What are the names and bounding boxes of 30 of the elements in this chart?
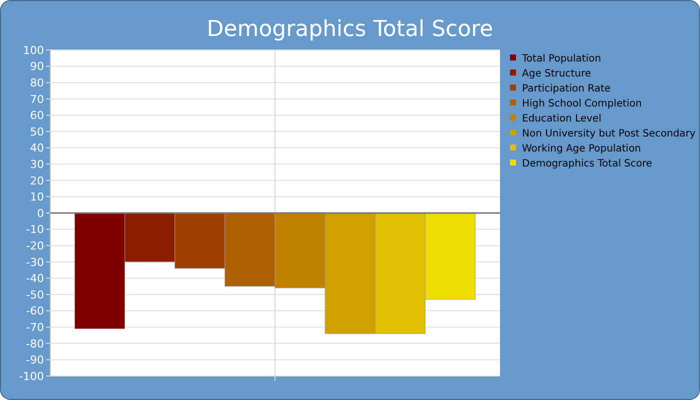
y-tick-label: -50 (26, 288, 44, 302)
legend-label: High School Completion (522, 98, 642, 110)
y-tick-label: 80 (30, 76, 44, 90)
legend-label: Participation Rate (522, 84, 611, 94)
legend-label: Working Age Population (522, 144, 642, 154)
y-tick-label: 10 (30, 190, 44, 204)
y-tick-label: 70 (30, 92, 44, 106)
y-tick-label: -40 (26, 272, 44, 286)
y-tick-label: -70 (26, 320, 44, 334)
legend-label: Age Structure (522, 68, 592, 80)
y-tick-label: -80 (26, 337, 44, 350)
y-tick-label: 90 (30, 60, 44, 74)
legend-label: Total Population (521, 54, 602, 64)
y-tick-label: 40 (30, 142, 44, 155)
legend-label: Demographics Total Score (522, 158, 652, 170)
y-tick-label: -60 (26, 304, 44, 318)
legend-label: Education Level (522, 114, 602, 124)
y-tick-label: 20 (30, 174, 44, 188)
y-tick-label: 50 (30, 125, 44, 138)
y-tick-label: 100 (23, 44, 44, 57)
y-tick-label: -30 (26, 256, 44, 269)
y-tick-label: -90 (26, 354, 44, 367)
legend-label: Non University but Post Secondary (522, 128, 696, 140)
y-tick-label: -100 (19, 370, 44, 383)
y-tick-label: -10 (26, 223, 44, 236)
y-tick-label: 60 (30, 109, 44, 122)
y-tick-label: 30 (30, 158, 44, 171)
y-tick-label: -20 (26, 239, 44, 252)
chart-title: Demographics Total Score (206, 17, 494, 42)
y-tick-label: 0 (37, 206, 44, 220)
